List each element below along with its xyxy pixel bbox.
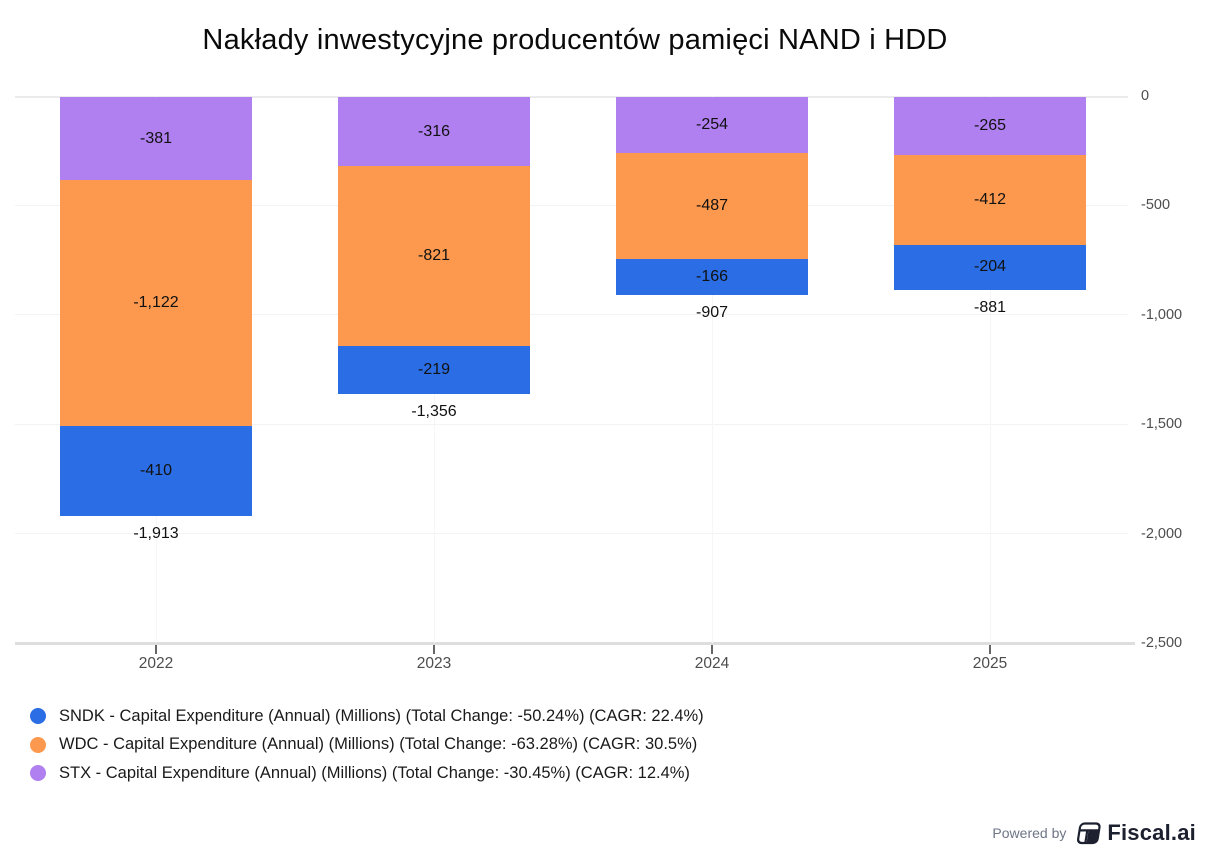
x-axis-tick-label: 2024	[694, 655, 730, 672]
bar-segment-stx[interactable]: -254	[616, 97, 808, 153]
gridline	[15, 641, 1135, 645]
bar-value-label: -410	[139, 461, 173, 479]
y-axis-tick-label: -2,500	[1141, 635, 1183, 651]
bar-segment-stx[interactable]: -265	[894, 97, 1086, 155]
legend-item-wdc[interactable]: WDC - Capital Expenditure (Annual) (Mill…	[30, 731, 704, 760]
legend-dot-wdc	[30, 736, 46, 753]
chart-plot: 0 -500 -1,000 -1,500 -2,000 -2,500 2022 -381 -1,…	[15, 88, 1183, 672]
bar-total-label: -1,356	[411, 402, 457, 420]
vertical-gridline	[989, 96, 991, 643]
gridline	[15, 423, 1128, 425]
y-axis-tick-label: 0	[1141, 88, 1150, 104]
gridline	[15, 314, 1128, 316]
bar-value-label: -821	[417, 246, 451, 264]
bar-segment-wdc[interactable]: -412	[894, 154, 1086, 246]
x-axis-tick-label: 2023	[416, 655, 452, 672]
y-axis-tick-label: -500	[1141, 197, 1171, 214]
x-axis-tick	[711, 645, 713, 654]
bar-total-label: -1,913	[133, 524, 179, 542]
x-axis-tick	[433, 645, 435, 654]
bar-segment-wdc[interactable]: -1,122	[60, 180, 252, 426]
bar-segment-stx[interactable]: -381	[60, 97, 252, 181]
bar-total-label: -907	[695, 304, 729, 322]
gridline	[15, 95, 1128, 98]
bar-total-label: -881	[973, 298, 1007, 316]
x-axis-tick-label: 2022	[138, 655, 174, 672]
bar-value-label: -1,122	[133, 294, 179, 312]
bar-value-label: -166	[695, 268, 729, 286]
chart-title: Nakłady inwestycyjne producentów pamięci…	[202, 24, 948, 56]
y-axis-tick-label: -1,000	[1141, 306, 1183, 323]
powered-by-footer: Powered by Fiscal.ai	[992, 820, 1196, 846]
brand-name: Fiscal.ai	[1107, 820, 1196, 845]
bar-value-label: -204	[973, 258, 1007, 276]
bar-segment-sndk[interactable]: -204	[894, 245, 1086, 290]
legend-item-label: WDC - Capital Expenditure (Annual) (Mill…	[59, 735, 698, 754]
bar-segment-sndk[interactable]: -166	[616, 259, 808, 296]
bar-segment-sndk[interactable]: -410	[60, 425, 252, 516]
legend-item-label: SNDK - Capital Expenditure (Annual) (Mil…	[59, 706, 704, 725]
y-axis-tick-label: -2,000	[1141, 525, 1183, 542]
bar-value-label: -254	[695, 115, 729, 133]
bar-value-label: -316	[417, 122, 451, 140]
x-axis-tick-label: 2025	[972, 655, 1008, 672]
legend-item-sndk[interactable]: SNDK - Capital Expenditure (Annual) (Mil…	[30, 702, 704, 731]
fiscal-ai-link[interactable]: Fiscal.ai	[1075, 820, 1196, 846]
fiscal-ai-logo-icon	[1077, 821, 1101, 844]
y-axis-tick-label: -1,500	[1141, 416, 1183, 433]
bar-value-label: -412	[973, 191, 1007, 209]
legend-dot-stx	[30, 765, 46, 782]
x-axis-tick	[989, 645, 991, 654]
gridline	[15, 204, 1128, 206]
vertical-gridline	[711, 96, 713, 643]
bar-segment-stx[interactable]: -316	[338, 97, 530, 167]
bar-value-label: -487	[695, 196, 729, 214]
legend: SNDK - Capital Expenditure (Annual) (Mil…	[30, 702, 704, 788]
bar-segment-wdc[interactable]: -487	[616, 152, 808, 260]
x-axis-tick	[155, 645, 157, 654]
bar-value-label: -381	[139, 129, 173, 147]
legend-item-label: STX - Capital Expenditure (Annual) (Mill…	[59, 763, 690, 782]
bar-value-label: -265	[973, 116, 1007, 134]
powered-by-text: Powered by	[992, 825, 1067, 841]
legend-item-stx[interactable]: STX - Capital Expenditure (Annual) (Mill…	[30, 759, 704, 788]
bar-value-label: -219	[417, 360, 451, 378]
bar-segment-wdc[interactable]: -821	[338, 166, 530, 346]
gridline	[15, 533, 1128, 535]
bar-segment-sndk[interactable]: -219	[338, 345, 530, 394]
legend-dot-sndk	[30, 708, 46, 725]
